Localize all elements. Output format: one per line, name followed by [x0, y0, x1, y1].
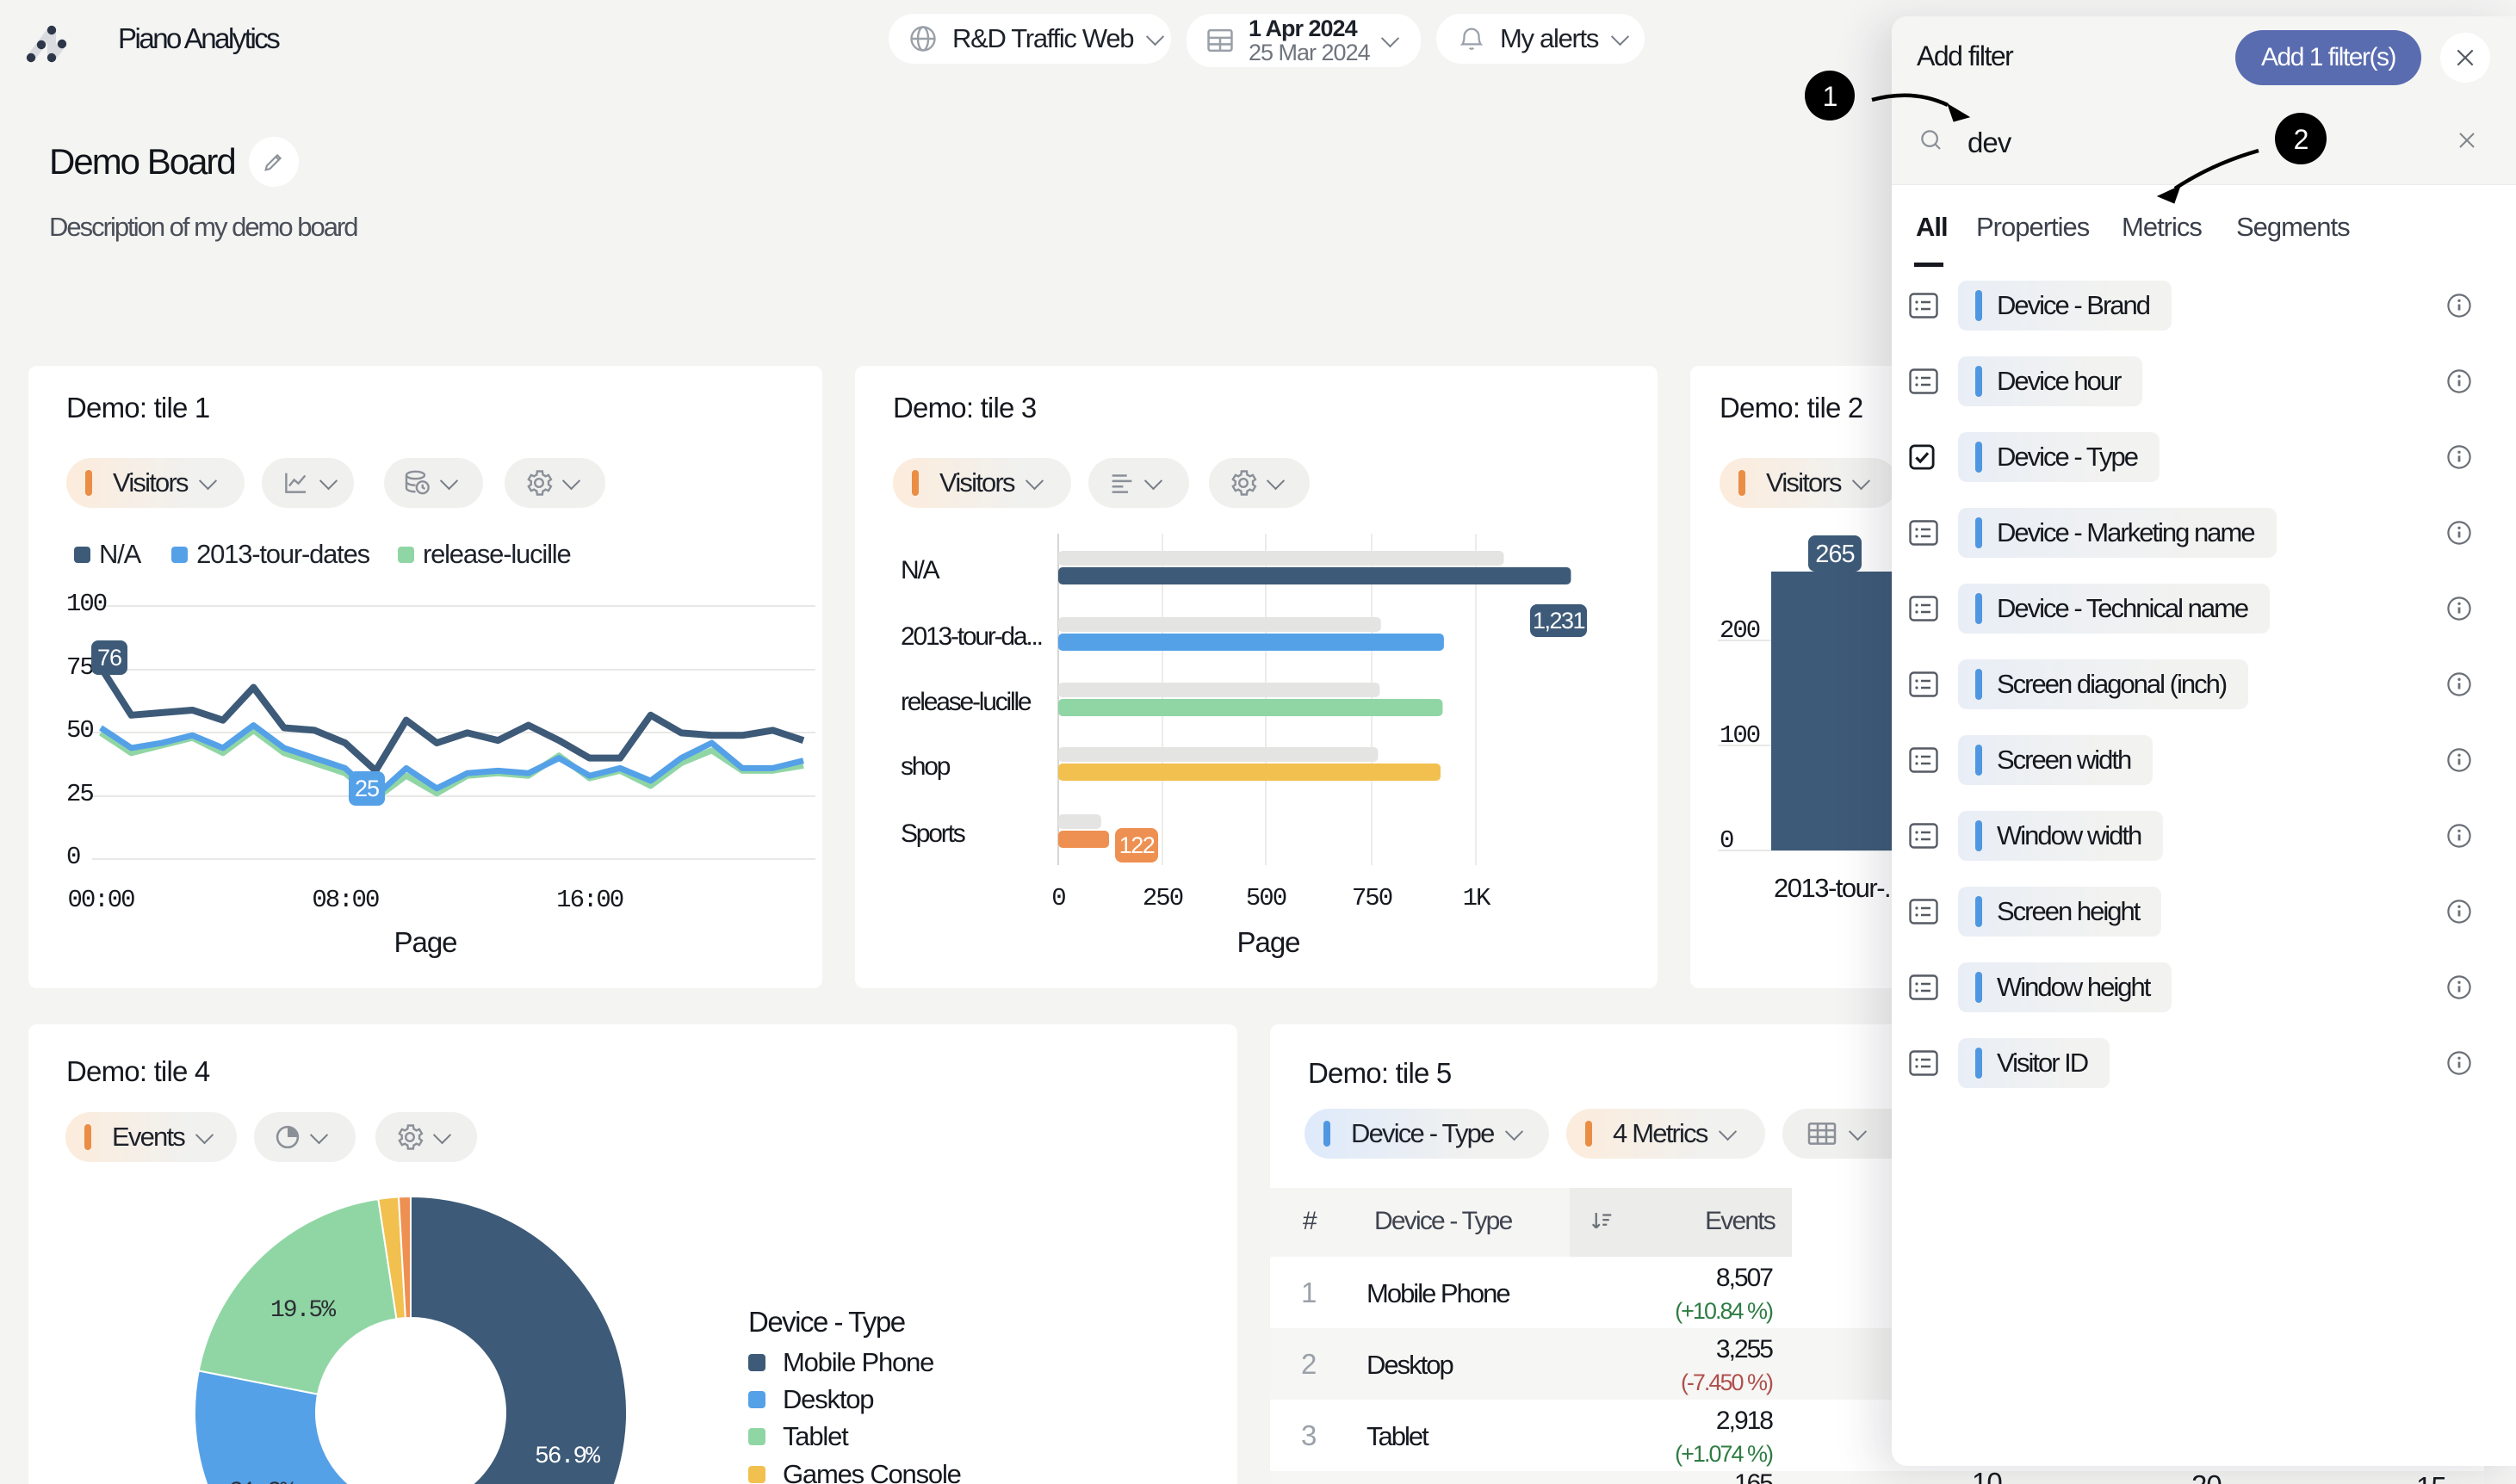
svg-text:00:00: 00:00 [67, 886, 134, 914]
svg-text:750: 750 [1352, 884, 1392, 912]
svg-text:Sports: Sports [901, 819, 965, 848]
svg-text:500: 500 [1246, 884, 1286, 912]
svg-text:21.2%: 21.2% [229, 1479, 294, 1484]
svg-text:122: 122 [1119, 832, 1155, 858]
svg-text:75: 75 [66, 653, 93, 682]
svg-text:N/A: N/A [901, 556, 940, 584]
svg-text:0: 0 [66, 843, 80, 871]
svg-text:Page: Page [1236, 926, 1299, 958]
svg-text:76: 76 [97, 645, 121, 671]
svg-text:shop: shop [901, 752, 951, 781]
svg-text:08:00: 08:00 [312, 886, 379, 914]
svg-text:100: 100 [1720, 721, 1760, 750]
svg-text:19.5%: 19.5% [270, 1297, 336, 1324]
svg-text:2: 2 [2294, 124, 2308, 155]
svg-text:0: 0 [1051, 884, 1065, 912]
svg-text:release-lucille: release-lucille [901, 688, 1032, 716]
svg-text:100: 100 [66, 590, 107, 618]
svg-text:Page: Page [394, 926, 456, 958]
svg-text:50: 50 [66, 716, 93, 745]
svg-text:2013-tour-da...: 2013-tour-da... [901, 622, 1042, 651]
svg-text:1,231: 1,231 [1533, 608, 1585, 634]
svg-text:1: 1 [1823, 81, 1837, 112]
svg-text:25: 25 [66, 780, 93, 808]
svg-text:250: 250 [1143, 884, 1183, 912]
svg-text:56.9%: 56.9% [535, 1444, 600, 1470]
svg-text:16:00: 16:00 [556, 886, 623, 914]
svg-text:1K: 1K [1463, 884, 1491, 912]
svg-text:0: 0 [1720, 826, 1733, 855]
svg-text:25: 25 [355, 776, 379, 801]
svg-text:2013-tour-...: 2013-tour-... [1774, 873, 1902, 903]
svg-text:200: 200 [1720, 616, 1760, 645]
svg-text:265: 265 [1815, 541, 1854, 568]
